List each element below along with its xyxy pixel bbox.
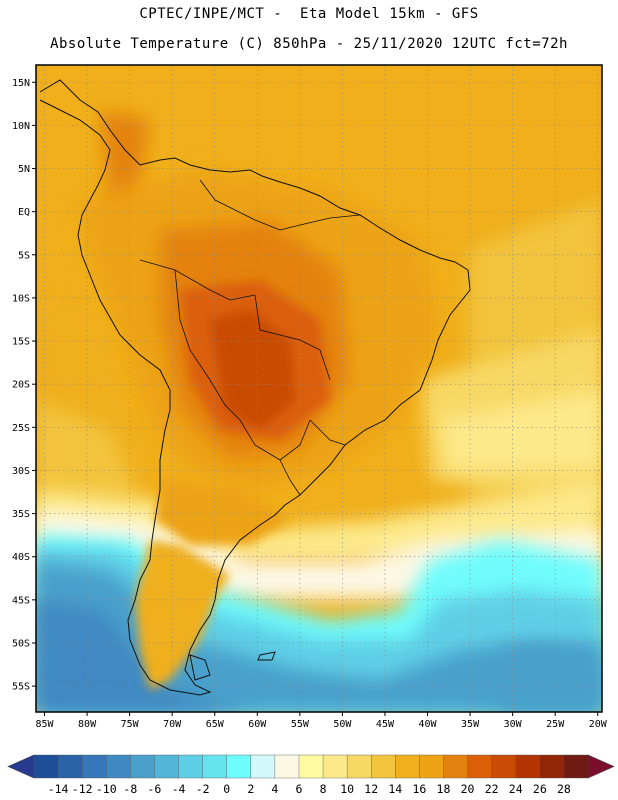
colorbar-swatch: [57, 754, 83, 779]
lat-tick-label: 15N: [12, 78, 30, 89]
lon-tick-label: 35W: [461, 719, 480, 730]
colorbar-swatch: [346, 754, 372, 779]
map-frame: [35, 64, 603, 713]
colorbar-swatch: [322, 754, 348, 779]
longitude-labels: 85W 80W 75W 70W 65W 60W 55W 50W 45W 40W 35W 30W 25W 2…: [35, 712, 608, 730]
colorbar-label: 4: [271, 782, 278, 796]
colorbar-swatch: [154, 754, 180, 779]
colorbar-label: 16: [412, 782, 426, 796]
colorbar-swatch: [515, 754, 541, 779]
colorbar-label: 14: [388, 782, 402, 796]
lon-tick-label: 70W: [163, 719, 182, 730]
colorbar-label: 12: [364, 782, 378, 796]
colorbar-label: 6: [295, 782, 302, 796]
colorbar-right-arrow: [587, 754, 615, 779]
colorbar-swatch: [491, 754, 517, 779]
lat-tick-label: 30S: [12, 466, 30, 477]
lat-tick-label: 10N: [12, 121, 30, 132]
lon-tick-label: 30W: [504, 719, 523, 730]
colorbar-label: 2: [247, 782, 254, 796]
lat-tick-label: 5S: [18, 250, 30, 261]
chart-title-line-2: Absolute Temperature (C) 850hPa - 25/11/…: [50, 36, 568, 52]
lat-tick-label: 45S: [12, 595, 30, 606]
colorbar-label: 8: [320, 782, 327, 796]
colorbar-label: 24: [509, 782, 523, 796]
chart-title-line-1: CPTEC/INPE/MCT - Eta Model 15km - GFS: [139, 6, 479, 22]
lat-tick-label: 55S: [12, 682, 30, 693]
colorbar-label: 26: [533, 782, 547, 796]
colorbar-label: -6: [148, 782, 162, 796]
colorbar-label: 18: [437, 782, 451, 796]
lat-tick-label: 25S: [12, 423, 30, 434]
lon-tick-label: 55W: [291, 719, 310, 730]
colorbar-label: -4: [172, 782, 186, 796]
colorbar-swatch: [226, 754, 252, 779]
colorbar-swatch: [395, 754, 420, 779]
latitude-labels: 15N 10N 5N EQ 5S 10S 15S 20S 25S 30S 35S 40S 45S 50S 5…: [12, 78, 36, 693]
lon-tick-label: 25W: [546, 719, 565, 730]
colorbar-swatch: [274, 754, 300, 779]
colorbar-label: 0: [223, 782, 230, 796]
lat-tick-label: 10S: [12, 293, 30, 304]
lon-tick-label: 65W: [206, 719, 225, 730]
colorbar-swatch: [178, 754, 204, 779]
colorbar-label: 10: [340, 782, 354, 796]
lon-tick-label: 60W: [248, 719, 267, 730]
colorbar-swatch: [33, 754, 59, 779]
temperature-field: [36, 65, 602, 712]
colorbar-label: -14: [48, 782, 69, 796]
colorbar-label: -10: [96, 782, 117, 796]
colorbar-swatch: [202, 754, 228, 779]
lat-tick-label: 35S: [12, 509, 30, 520]
colorbar-label: 20: [461, 782, 475, 796]
colorbar-swatch: [443, 754, 469, 779]
colorbar-left-arrow: [7, 754, 35, 779]
lon-tick-label: 40W: [418, 719, 437, 730]
country-borders: [139, 179, 361, 496]
colorbar: [7, 754, 615, 779]
colorbar-label: 28: [557, 782, 571, 796]
colorbar-swatch: [81, 754, 107, 779]
colorbar-swatch: [539, 754, 565, 779]
lat-tick-label: 50S: [12, 638, 30, 649]
colorbar-label: -12: [72, 782, 93, 796]
colorbar-label: -2: [196, 782, 210, 796]
colorbar-label: 22: [485, 782, 499, 796]
lat-tick-label: 5N: [18, 164, 30, 175]
lon-tick-label: 20W: [589, 719, 608, 730]
colorbar-swatch: [106, 754, 131, 779]
lat-tick-label: 20S: [12, 380, 30, 391]
lon-tick-label: 50W: [333, 719, 352, 730]
lat-tick-label: 40S: [12, 552, 30, 563]
colorbar-swatch: [250, 754, 276, 779]
colorbar-swatch: [467, 754, 493, 779]
colorbar-swatch: [419, 754, 444, 779]
colorbar-swatch: [130, 754, 155, 779]
lon-tick-label: 45W: [376, 719, 395, 730]
colorbar-swatch: [563, 754, 589, 779]
colorbar-swatch: [298, 754, 324, 779]
colorbar-swatch: [371, 754, 396, 779]
coastline: [39, 79, 471, 696]
colorbar-label: -8: [123, 782, 137, 796]
lon-tick-label: 75W: [121, 719, 140, 730]
lon-tick-label: 85W: [35, 719, 54, 730]
lon-tick-label: 80W: [78, 719, 97, 730]
lat-tick-label: 15S: [12, 337, 30, 348]
colorbar-labels: -14 -12 -10 -8 -6 -4 -2 0 2 4 6 8 10 12 14 16 18 20 22 24 26…: [48, 782, 571, 796]
lat-tick-label: EQ: [18, 207, 30, 218]
